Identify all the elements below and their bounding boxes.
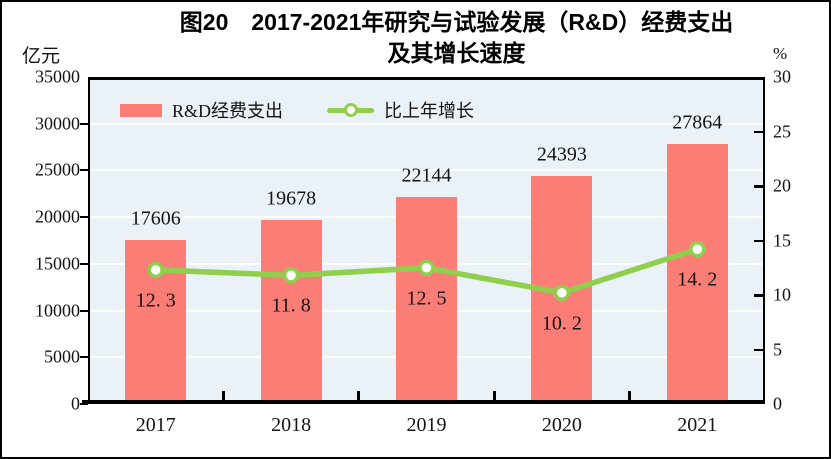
x-axis-tick [221,391,225,400]
y-axis-right-tick [754,185,763,188]
x-axis-tick [492,391,496,400]
y-axis-right-label: 0 [773,393,782,414]
y-axis-left-tick [80,262,88,265]
bar-value-label: 27864 [672,111,723,134]
plot-border-top [88,77,765,80]
x-axis-label: 2018 [271,414,312,436]
y-axis-right-tick [754,130,763,133]
left-axis-unit-label: 亿元 [22,46,61,67]
legend-line-marker-icon [343,103,358,117]
chart-title-line2: 及其增长速度 [387,40,526,66]
y-axis-left-tick [80,309,88,312]
line-marker [553,284,571,302]
y-axis-left-tick [80,356,88,359]
legend-label: R&D经费支出 [172,101,284,121]
y-axis-left-tick [80,122,88,125]
right-axis-unit-label: % [773,44,788,63]
x-axis-tick [357,391,361,400]
bar [666,143,728,404]
line-marker [689,240,706,258]
gridline [88,169,765,172]
y-axis-right-label: 20 [773,175,791,196]
y-axis-left-tick [80,169,88,172]
x-axis-tick [628,391,632,400]
x-axis-label: 2017 [135,414,176,436]
growth-value-label: 12. 3 [135,289,176,312]
y-axis-right-label: 30 [773,66,791,87]
bar-value-label: 24393 [536,143,587,166]
bar-value-label: 19678 [266,187,317,210]
bar [396,197,457,404]
y-axis-left-label: 15000 [35,253,80,274]
legend-line-swatch [327,103,375,118]
x-axis-label: 2020 [541,414,582,436]
y-axis-right-tick [754,348,763,351]
y-axis-left-tick [80,403,88,405]
legend-label: 比上年增长 [384,101,475,121]
gridline [88,122,765,125]
chart-title: 图20 2017-2021年研究与试验发展（R&D）经费支出 及其增长速度 [88,7,825,69]
y-axis-left-label: 35000 [35,66,80,87]
bar-value-label: 17606 [130,207,181,229]
x-axis-line [82,400,765,404]
y-axis-right-label: 15 [773,230,791,250]
y-axis-left-label: 30000 [35,113,80,134]
legend-item: R&D经费支出 [120,97,283,123]
y-axis-right-label: 5 [773,339,782,359]
line-marker [147,261,164,279]
x-axis-label: 2021 [677,414,718,436]
growth-value-label: 12. 5 [406,287,447,310]
y-axis-left-label: 25000 [35,159,80,180]
bar [260,220,322,404]
y-axis-right-label: 10 [773,284,791,305]
x-axis-label: 2019 [406,414,447,436]
plot-area: R&D经费支出 比上年增长 17606 19678 22144 24393 27864 12… [82,77,765,404]
y-axis-left-label: 10000 [35,300,80,321]
legend-item: 比上年增长 [327,97,474,123]
chart-title-line1: 图20 2017-2021年研究与试验发展（R&D）经费支出 [179,9,734,35]
growth-value-label: 10. 2 [541,312,582,335]
legend: R&D经费支出 比上年增长 [120,97,474,123]
y-axis-left-label: 5000 [44,346,80,367]
y-axis-left-tick [80,216,88,219]
growth-value-label: 11. 8 [271,294,311,317]
growth-line-layer [147,240,706,302]
y-axis-right-tick [754,294,763,297]
y-axis-right-tick [754,239,763,242]
line-marker [282,267,300,284]
y-axis-left-label: 20000 [35,206,80,227]
line-marker [418,259,435,276]
y-axis-line [88,77,90,404]
y-axis-right-label: 25 [773,121,791,141]
growth-value-label: 14. 2 [677,268,718,291]
y-axis-left-label: 0 [71,393,80,414]
bar-value-label: 22144 [401,164,452,187]
secondary-y-axis-line [763,77,765,404]
legend-bar-swatch [120,103,162,117]
